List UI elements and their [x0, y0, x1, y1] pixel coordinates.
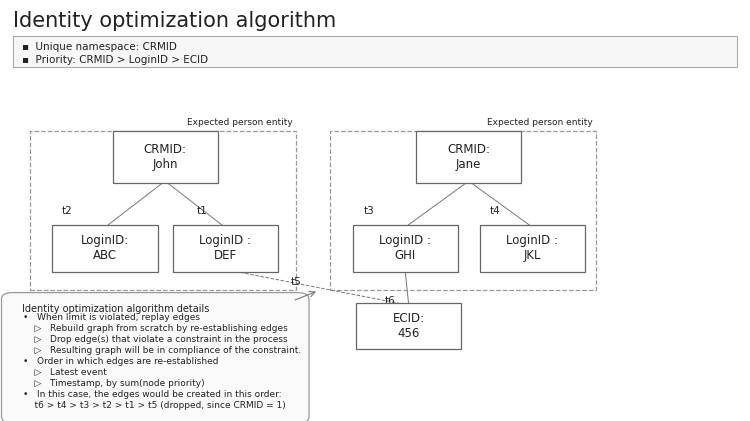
Text: t5: t5	[291, 277, 302, 287]
FancyBboxPatch shape	[480, 225, 585, 272]
Text: Identity optimization algorithm details: Identity optimization algorithm details	[22, 304, 209, 314]
FancyBboxPatch shape	[416, 131, 521, 183]
Text: •   Order in which edges are re-established: • Order in which edges are re-establishe…	[23, 357, 219, 366]
Text: Expected person entity: Expected person entity	[187, 118, 292, 127]
Text: t6 > t4 > t3 > t2 > t1 > t5 (dropped, since CRMID = 1): t6 > t4 > t3 > t2 > t1 > t5 (dropped, si…	[23, 401, 286, 410]
Text: t6: t6	[385, 296, 395, 306]
Text: Identity optimization algorithm: Identity optimization algorithm	[13, 11, 337, 31]
FancyBboxPatch shape	[352, 225, 458, 272]
Text: ▷   Rebuild graph from scratch by re-establishing edges: ▷ Rebuild graph from scratch by re-estab…	[23, 324, 288, 333]
FancyBboxPatch shape	[13, 36, 737, 67]
FancyBboxPatch shape	[112, 131, 218, 183]
Text: LoginID:
ABC: LoginID: ABC	[81, 234, 129, 262]
FancyBboxPatch shape	[356, 303, 461, 349]
Text: t1: t1	[197, 205, 208, 216]
Text: ▪  Priority: CRMID > LoginID > ECID: ▪ Priority: CRMID > LoginID > ECID	[22, 55, 209, 65]
Text: ▪  Unique namespace: CRMID: ▪ Unique namespace: CRMID	[22, 42, 177, 52]
Text: LoginID :
DEF: LoginID : DEF	[199, 234, 251, 262]
Text: ▷   Drop edge(s) that violate a constraint in the process: ▷ Drop edge(s) that violate a constraint…	[23, 335, 288, 344]
FancyBboxPatch shape	[2, 293, 309, 421]
Text: t3: t3	[364, 205, 374, 216]
Text: ECID:
456: ECID: 456	[393, 312, 424, 340]
Text: ▷   Timestamp, by sum(node priority): ▷ Timestamp, by sum(node priority)	[23, 379, 205, 388]
FancyBboxPatch shape	[53, 225, 158, 272]
Text: LoginID :
GHI: LoginID : GHI	[379, 234, 431, 262]
Text: ▷   Resulting graph will be in compliance of the constraint.: ▷ Resulting graph will be in compliance …	[23, 346, 302, 355]
Text: •   In this case, the edges would be created in this order:: • In this case, the edges would be creat…	[23, 390, 282, 399]
Text: Expected person entity: Expected person entity	[487, 118, 592, 127]
Text: t4: t4	[490, 205, 500, 216]
Text: CRMID:
Jane: CRMID: Jane	[447, 143, 491, 171]
FancyBboxPatch shape	[172, 225, 278, 272]
Text: •   When limit is violated, replay edges: • When limit is violated, replay edges	[23, 313, 200, 322]
Text: ▷   Latest event: ▷ Latest event	[23, 368, 107, 377]
Text: CRMID:
John: CRMID: John	[143, 143, 187, 171]
Text: t2: t2	[62, 205, 73, 216]
Text: LoginID :
JKL: LoginID : JKL	[506, 234, 559, 262]
